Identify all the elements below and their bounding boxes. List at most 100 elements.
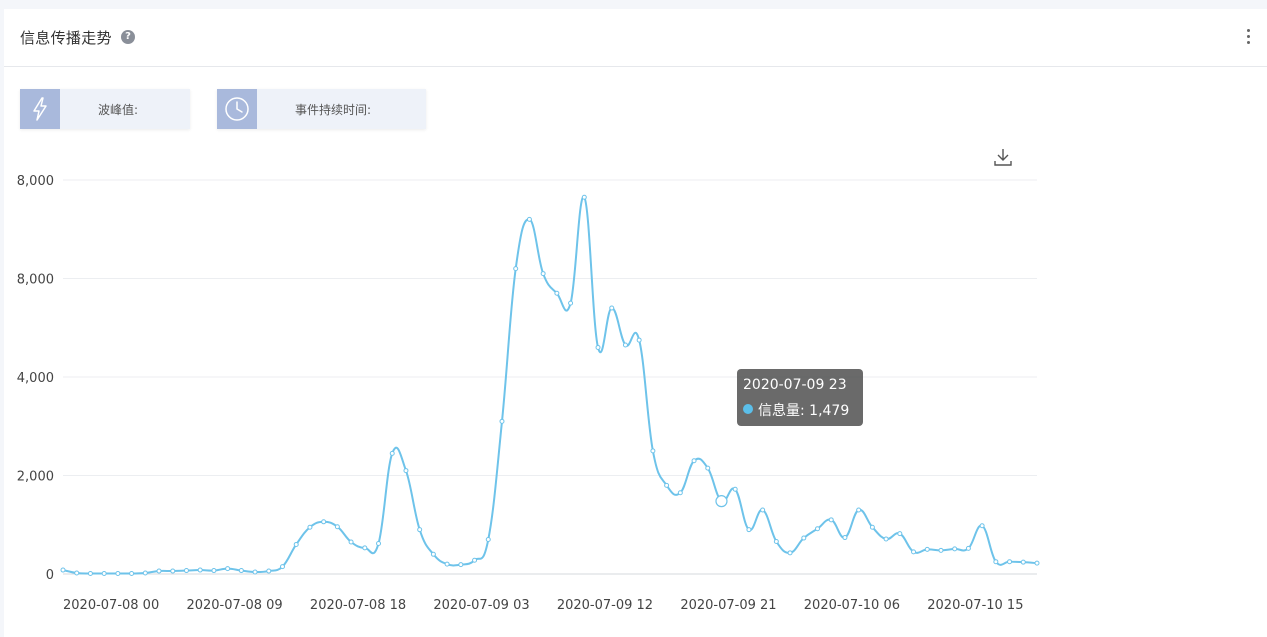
chart-tooltip: 2020-07-09 23 信息量: 1,479	[737, 369, 863, 426]
data-point	[156, 568, 162, 574]
clock-icon	[217, 89, 257, 129]
tooltip-series-dot	[743, 404, 753, 414]
data-point	[650, 448, 656, 454]
data-point	[773, 538, 779, 544]
question-circle-icon[interactable]: ?	[121, 30, 135, 44]
data-point	[842, 535, 848, 541]
tooltip-value: 1,479	[809, 403, 850, 419]
data-point	[1034, 560, 1040, 566]
event-duration-box: 事件持续时间:	[217, 89, 426, 129]
data-point	[911, 549, 917, 555]
data-point	[348, 539, 354, 545]
data-point	[965, 545, 971, 551]
data-point	[307, 524, 313, 530]
data-point	[568, 300, 574, 306]
card-title: 信息传播走势	[20, 29, 112, 47]
data-point	[1020, 559, 1026, 565]
download-icon[interactable]	[993, 147, 1013, 167]
data-point	[485, 537, 491, 543]
data-point	[979, 523, 985, 529]
data-point	[252, 569, 258, 575]
data-point	[513, 266, 519, 272]
vertical-ellipsis-icon[interactable]	[1246, 29, 1250, 47]
data-point	[362, 545, 368, 551]
data-point	[664, 482, 670, 488]
data-point	[403, 468, 409, 474]
y-tick-label: 2,000	[17, 470, 54, 485]
data-point	[115, 571, 121, 577]
data-point	[554, 290, 560, 296]
peak-value-label: 波峰值:	[98, 103, 139, 117]
data-point	[732, 486, 738, 492]
data-point	[609, 305, 615, 311]
data-point	[1007, 559, 1013, 565]
tooltip-row: 信息量: 1,479	[758, 403, 850, 419]
data-point	[321, 519, 327, 525]
data-point	[444, 561, 450, 567]
y-tick-label: 4,000	[17, 371, 54, 386]
data-point	[595, 344, 601, 350]
data-point	[238, 568, 244, 574]
data-point	[828, 517, 834, 523]
data-point	[897, 531, 903, 537]
data-point	[636, 337, 642, 343]
data-point	[924, 546, 930, 552]
data-point	[787, 550, 793, 556]
data-point	[225, 566, 231, 572]
data-point	[760, 507, 766, 513]
data-point	[691, 458, 697, 464]
x-tick-label: 2020-07-09 21	[680, 598, 776, 613]
y-tick-label: 8,000	[17, 273, 54, 288]
peak-value-box: 波峰值:	[20, 89, 190, 129]
data-point	[293, 541, 299, 547]
data-point	[540, 271, 546, 277]
data-point	[183, 568, 189, 574]
data-point	[746, 527, 752, 533]
y-tick-label: 0	[46, 568, 54, 583]
data-point	[952, 546, 958, 552]
y-tick-label: 8,000	[17, 174, 54, 189]
event-duration-label: 事件持续时间:	[295, 103, 372, 117]
data-point	[60, 567, 66, 573]
data-point	[129, 571, 135, 577]
tooltip-title: 2020-07-09 23	[743, 377, 847, 393]
data-point	[87, 571, 93, 577]
data-point	[705, 465, 711, 471]
card-header: 信息传播走势 ?	[4, 9, 1267, 67]
data-point	[581, 194, 587, 200]
data-point	[883, 536, 889, 542]
data-point	[279, 564, 285, 570]
data-point	[211, 568, 217, 574]
x-tick-label: 2020-07-08 00	[63, 598, 159, 613]
data-point	[170, 568, 176, 574]
x-tick-label: 2020-07-10 15	[927, 598, 1023, 613]
data-point	[472, 557, 478, 563]
data-point	[815, 526, 821, 532]
trend-card: 信息传播走势 ? 波峰值: 事件持续时间:	[4, 9, 1267, 637]
data-point	[869, 524, 875, 530]
data-point	[266, 568, 272, 574]
x-tick-label: 2020-07-09 12	[557, 598, 653, 613]
highlighted-data-point	[715, 495, 728, 508]
tooltip-series-name: 信息量	[758, 403, 800, 419]
data-point	[801, 535, 807, 541]
data-point	[197, 567, 203, 573]
data-point	[430, 551, 436, 557]
data-point	[334, 524, 340, 530]
x-tick-label: 2020-07-10 06	[804, 598, 900, 613]
x-tick-label: 2020-07-08 18	[310, 598, 406, 613]
data-point	[526, 216, 532, 222]
data-point	[499, 418, 505, 424]
data-point	[74, 570, 80, 576]
data-point	[856, 507, 862, 513]
data-point	[993, 559, 999, 565]
data-point	[938, 547, 944, 553]
data-point	[458, 562, 464, 568]
data-point	[417, 527, 423, 533]
x-tick-label: 2020-07-08 09	[186, 598, 282, 613]
data-point	[622, 342, 628, 348]
data-point	[142, 570, 148, 576]
x-tick-label: 2020-07-09 03	[433, 598, 529, 613]
series-line	[62, 196, 1038, 575]
